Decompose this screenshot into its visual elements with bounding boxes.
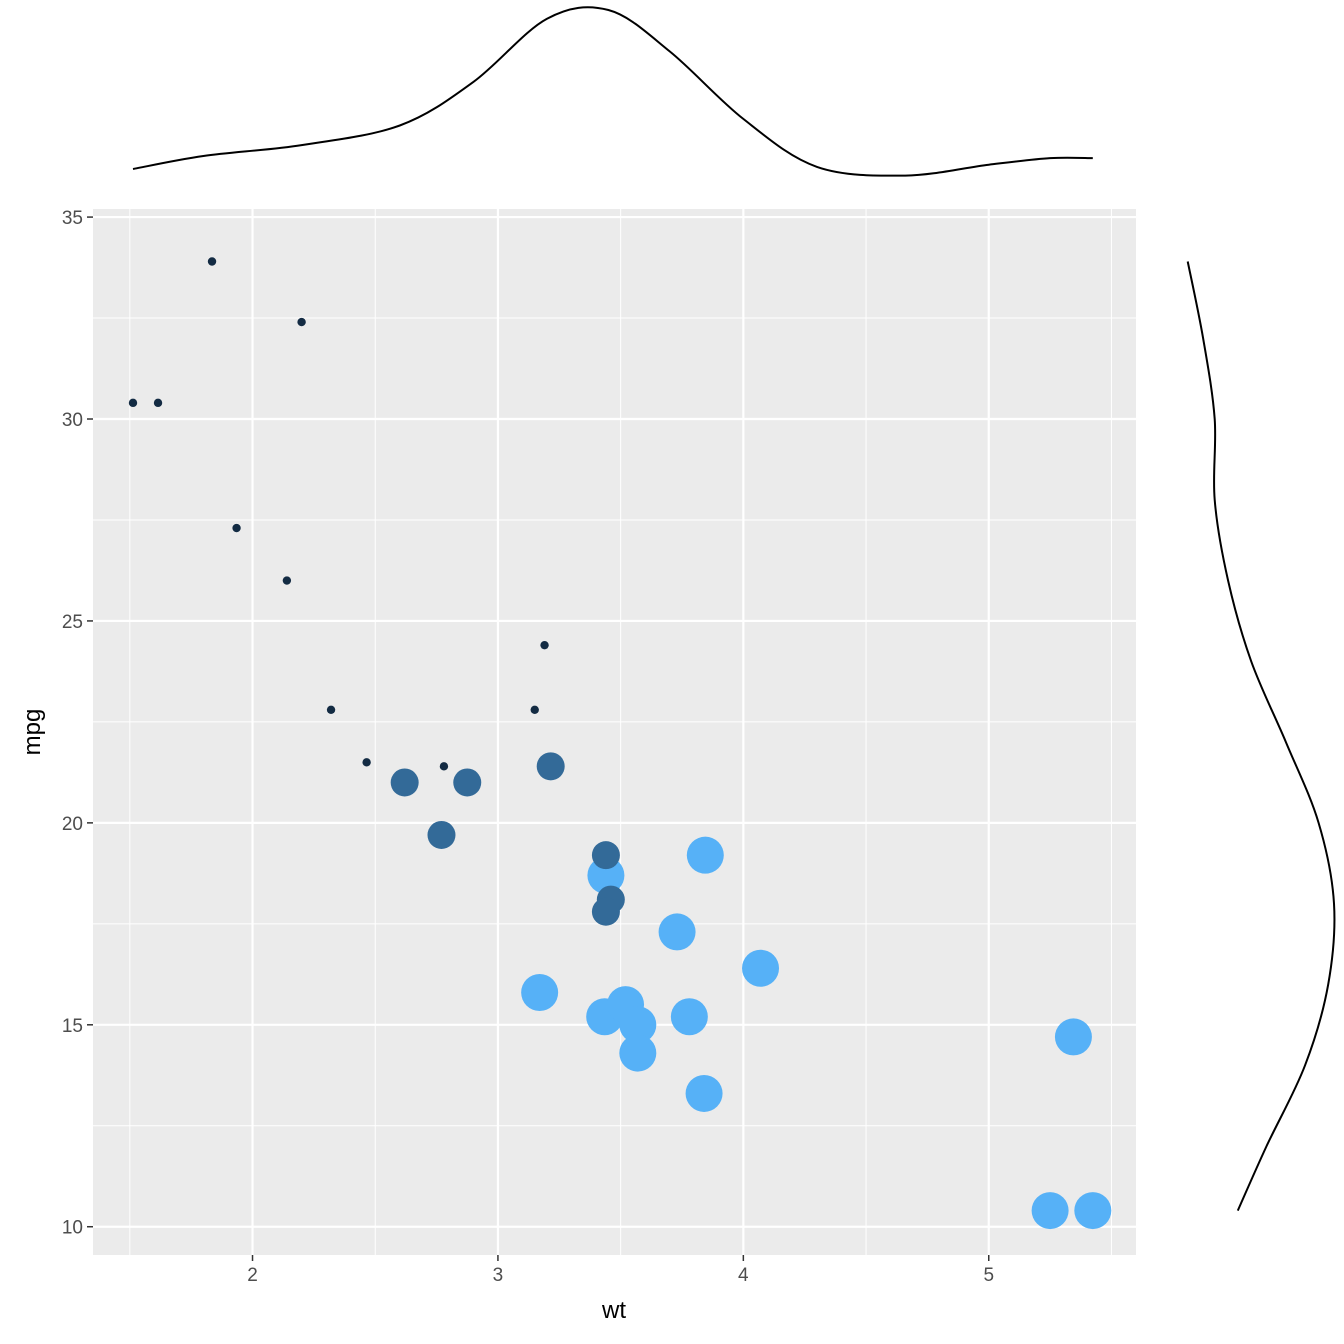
x-axis-title: wt [601,1297,626,1324]
data-point [427,820,456,849]
data-point [282,576,292,585]
data-point [326,705,336,714]
marginal-density-y-curve [1186,261,1336,1212]
data-point [1074,1192,1112,1230]
y-tick-label: 35 [62,208,83,229]
data-point [530,705,539,714]
data-point [297,317,306,327]
data-point [742,949,780,987]
data-point [390,768,419,797]
x-tick-label: 5 [983,1265,994,1286]
data-point [1054,1018,1092,1056]
data-point [439,762,449,771]
data-point [207,257,217,266]
x-tick-label: 2 [247,1265,258,1286]
panel-background [93,209,1136,1255]
y-tick-label: 30 [62,410,83,431]
data-point [685,1074,723,1112]
marginal-density-x-curve [132,6,1093,177]
data-point [362,758,371,767]
data-point [128,398,138,408]
data-point [153,398,163,408]
data-point [232,523,241,533]
data-point [670,998,708,1036]
data-point [453,768,482,797]
data-point [619,1006,657,1044]
data-point [686,836,724,874]
data-point [540,640,549,650]
data-point [591,841,620,870]
y-tick-label: 25 [62,612,83,633]
data-point [619,1034,657,1072]
data-point [1031,1192,1069,1230]
y-axis-title: mpg [19,709,46,756]
data-point [591,897,620,926]
data-point [536,752,565,781]
x-axis-ticks: 2 3 4 5 [247,1255,994,1286]
x-tick-label: 3 [493,1265,504,1286]
y-axis-ticks: 10 15 20 25 30 35 [62,208,93,1239]
data-point [587,856,625,894]
grid-minor [93,209,1136,1255]
x-tick-label: 4 [738,1265,749,1286]
grid-major [93,209,1136,1255]
y-tick-label: 20 [62,814,83,835]
data-points [128,257,1112,1230]
y-tick-label: 15 [62,1016,83,1037]
data-point [658,913,696,951]
y-tick-label: 10 [62,1218,83,1239]
data-point [521,973,559,1011]
